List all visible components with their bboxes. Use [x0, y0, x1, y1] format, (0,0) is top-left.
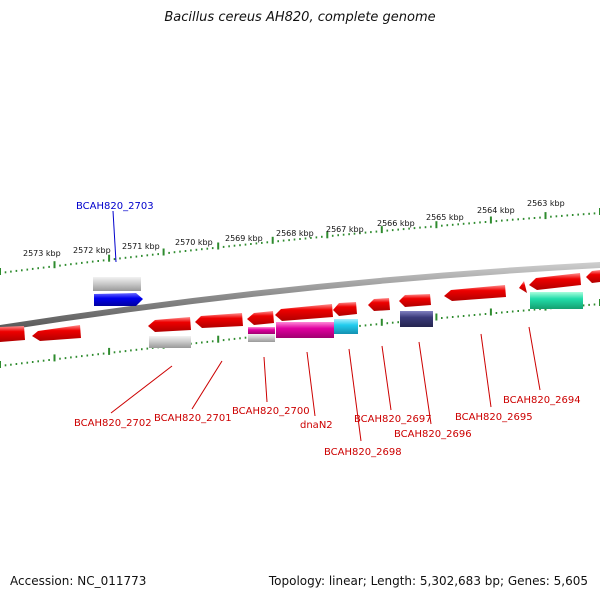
- cog-box: [93, 277, 141, 291]
- scale-label: 2569 kbp: [225, 234, 263, 243]
- gene-arrow: [519, 281, 527, 293]
- gene-label-bcah820-2698: BCAH820_2698: [324, 447, 402, 458]
- gene-label-bcah820-2703: BCAH820_2703: [76, 201, 154, 212]
- cog-box: [334, 319, 358, 334]
- cog-box: [149, 336, 191, 348]
- cog-box: [248, 327, 275, 334]
- scale-label: 2572 kbp: [73, 246, 111, 255]
- gene-label-bcah820-2700: BCAH820_2700: [232, 406, 310, 417]
- label-line: [306, 351, 316, 417]
- scale-label: 2565 kbp: [426, 213, 464, 222]
- cog-box: [530, 292, 583, 309]
- scale-label: 2571 kbp: [122, 242, 160, 251]
- gene-arrow: [399, 294, 431, 307]
- gene-label-bcah820-2702: BCAH820_2702: [74, 418, 152, 429]
- gene-label-bcah820-2701: BCAH820_2701: [154, 413, 232, 424]
- gene-label-bcah820-2694: BCAH820_2694: [503, 395, 581, 406]
- gene-arrow-forward: [94, 293, 143, 306]
- label-line: [418, 341, 432, 425]
- genome-backbone: [0, 262, 600, 331]
- label-line: [112, 210, 117, 263]
- label-line: [528, 326, 541, 391]
- scale-label: 2564 kbp: [477, 206, 515, 215]
- cog-box: [400, 311, 433, 327]
- scale-label: 2563 kbp: [527, 199, 565, 208]
- gene-arrow: [0, 326, 25, 342]
- gene-label-dnan2: dnaN2: [300, 420, 333, 431]
- accession-text: Accession: NC_011773: [10, 574, 147, 588]
- gene-arrow: [32, 325, 81, 341]
- label-line: [480, 333, 492, 408]
- label-line: [263, 356, 268, 403]
- label-line: [110, 365, 173, 414]
- scale-label: 2566 kbp: [377, 219, 415, 228]
- gene-label-bcah820-2695: BCAH820_2695: [455, 412, 533, 423]
- gene-arrow: [586, 270, 600, 283]
- label-line: [191, 360, 223, 410]
- label-line: [348, 348, 362, 442]
- scale-label: 2567 kbp: [326, 225, 364, 234]
- label-line: [381, 345, 392, 411]
- outer-scale-ticks: [0, 208, 600, 275]
- gene-label-bcah820-2697: BCAH820_2697: [354, 414, 432, 425]
- gene-arrow: [148, 317, 191, 332]
- scale-labels: 2573 kbp 2572 kbp 2571 kbp 2570 kbp 2569 kbp…: [23, 199, 565, 258]
- gene-arrow: [247, 311, 274, 325]
- gene-arrow: [529, 273, 581, 290]
- gene-label-bcah820-2696: BCAH820_2696: [394, 429, 472, 440]
- scale-label: 2573 kbp: [23, 249, 61, 258]
- gene-arrow: [195, 313, 243, 328]
- gene-arrow: [368, 298, 390, 311]
- gene-arrow: [275, 304, 333, 321]
- map-title: Bacillus cereus AH820, complete genome: [164, 10, 436, 25]
- scale-label: 2570 kbp: [175, 238, 213, 247]
- gene-arrow: [444, 285, 506, 301]
- gene-arrow: [333, 302, 357, 316]
- cog-box: [276, 322, 334, 338]
- cog-box: [248, 334, 275, 342]
- scale-label: 2568 kbp: [276, 229, 314, 238]
- genome-summary-text: Topology: linear; Length: 5,302,683 bp; …: [268, 574, 588, 588]
